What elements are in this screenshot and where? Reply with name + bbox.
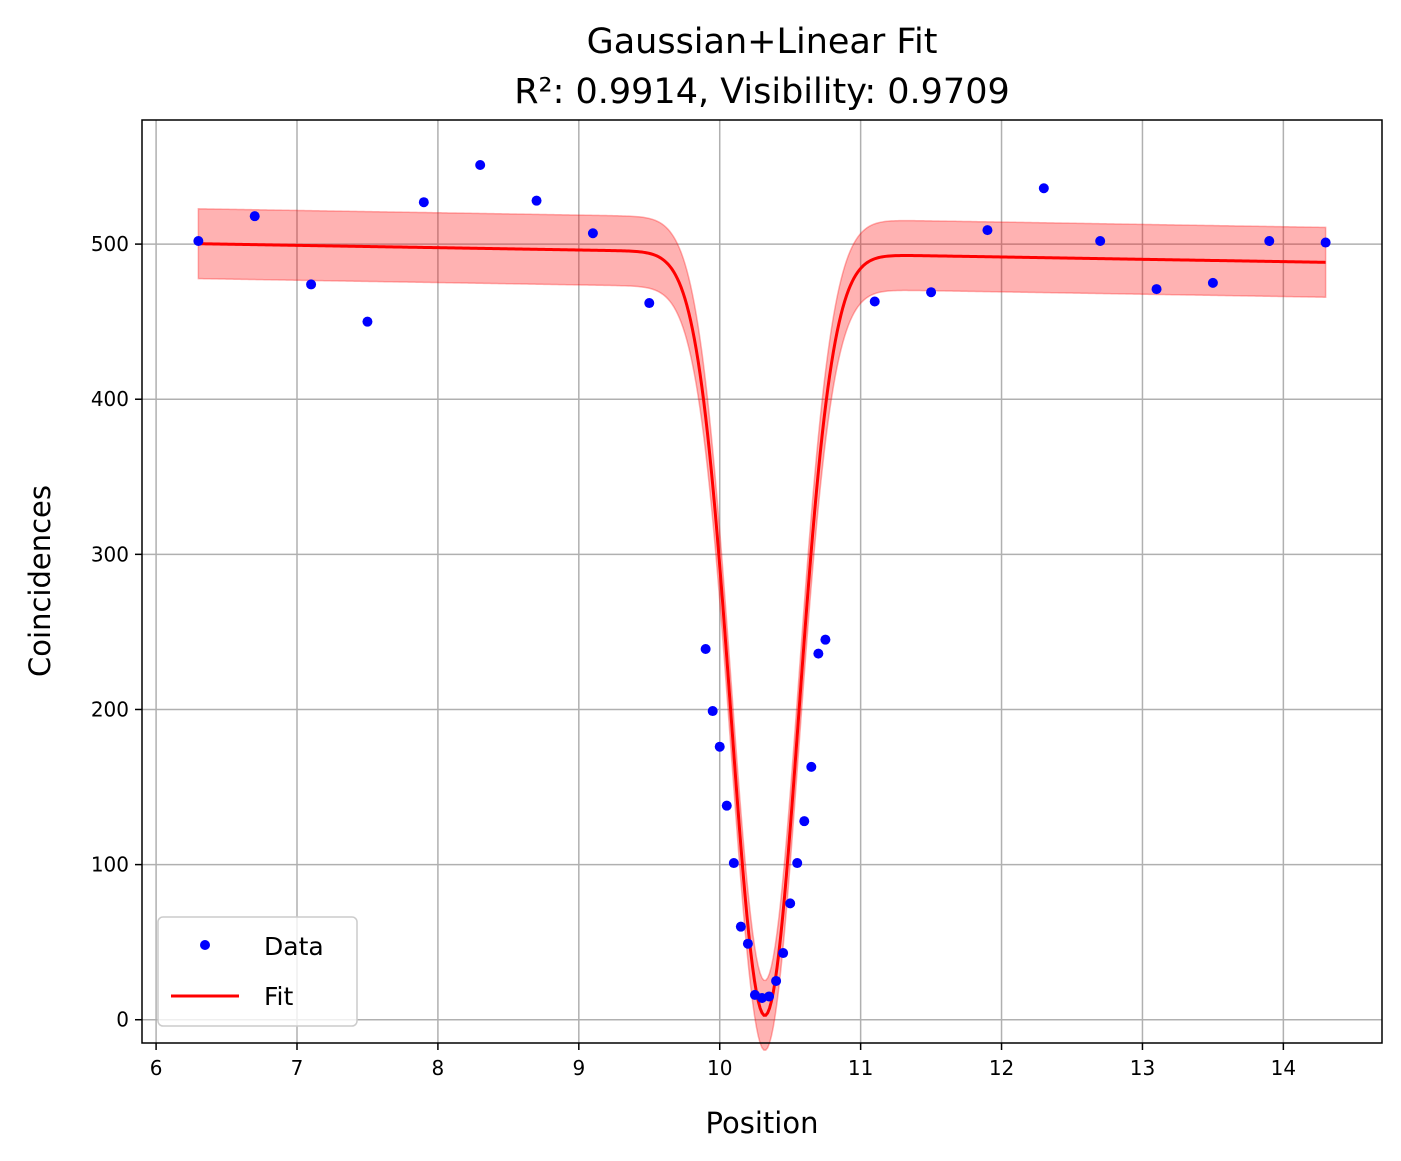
data-point: [926, 287, 937, 298]
data-point: [249, 211, 260, 222]
x-tick-label: 13: [1130, 1056, 1155, 1080]
legend-fit-label: Fit: [264, 982, 294, 1011]
data-point: [764, 991, 775, 1002]
data-point: [799, 816, 810, 827]
data-point: [707, 706, 718, 717]
y-tick-label: 200: [91, 697, 129, 721]
data-point: [806, 761, 817, 772]
y-axis-ticks: 0 100 200 300 400 500: [91, 232, 142, 1032]
data-point: [1207, 277, 1218, 288]
data-point: [1038, 183, 1049, 194]
legend-data-marker: [200, 940, 210, 950]
fit-line: [198, 242, 1326, 1017]
x-axis-label: Position: [706, 1106, 819, 1140]
grid: [142, 120, 1382, 1043]
fit-confidence-band: [197, 208, 1327, 1051]
fit-band-area: [197, 208, 1327, 1051]
x-tick-label: 12: [989, 1056, 1014, 1080]
x-tick-label: 6: [150, 1056, 163, 1080]
chart-subtitle: R²: 0.9914, Visibility: 0.9709: [514, 72, 1010, 112]
legend-data-label: Data: [264, 932, 324, 961]
data-point: [820, 634, 831, 645]
plot-frame: [141, 119, 1383, 1044]
data-point: [714, 741, 725, 752]
data-point: [700, 643, 711, 654]
data-point: [193, 236, 204, 246]
x-tick-label: 14: [1271, 1056, 1296, 1080]
legend: Data Fit: [157, 916, 358, 1027]
data-point: [306, 279, 317, 290]
data-point: [982, 225, 993, 236]
y-tick-label: 100: [91, 853, 129, 877]
data-point: [644, 298, 655, 309]
data-point: [475, 159, 486, 170]
x-tick-label: 10: [707, 1056, 732, 1080]
data-point: [531, 195, 542, 206]
data-point: [1151, 284, 1162, 295]
data-point: [1264, 236, 1275, 246]
data-point: [869, 296, 880, 307]
x-tick-label: 8: [432, 1056, 445, 1080]
x-tick-label: 9: [572, 1056, 585, 1080]
y-tick-label: 500: [91, 232, 129, 256]
data-point: [1320, 237, 1331, 248]
data-point: [721, 800, 732, 811]
y-tick-label: 400: [91, 387, 129, 411]
data-point: [771, 975, 782, 986]
data-point: [728, 858, 739, 869]
y-tick-label: 0: [116, 1008, 129, 1032]
chart-title: Gaussian+Linear Fit: [587, 22, 938, 62]
data-point: [785, 898, 796, 909]
data-point: [1095, 236, 1106, 246]
data-point: [735, 921, 746, 932]
y-tick-label: 300: [91, 542, 129, 566]
data-point: [778, 948, 789, 959]
data-point: [418, 197, 429, 208]
x-tick-label: 7: [291, 1056, 304, 1080]
legend-box: [157, 916, 358, 1027]
data-point: [792, 858, 803, 869]
data-point: [587, 228, 598, 239]
data-point: [813, 648, 824, 659]
data-point: [742, 938, 753, 949]
x-axis-ticks: 6 7 8 9 10 11 12 13 14: [150, 1043, 1296, 1080]
data-series: [193, 159, 1331, 1004]
data-point: [362, 316, 373, 327]
x-tick-label: 11: [848, 1056, 873, 1080]
fit-series: [198, 242, 1326, 1017]
y-axis-label: Coincidences: [23, 485, 57, 677]
